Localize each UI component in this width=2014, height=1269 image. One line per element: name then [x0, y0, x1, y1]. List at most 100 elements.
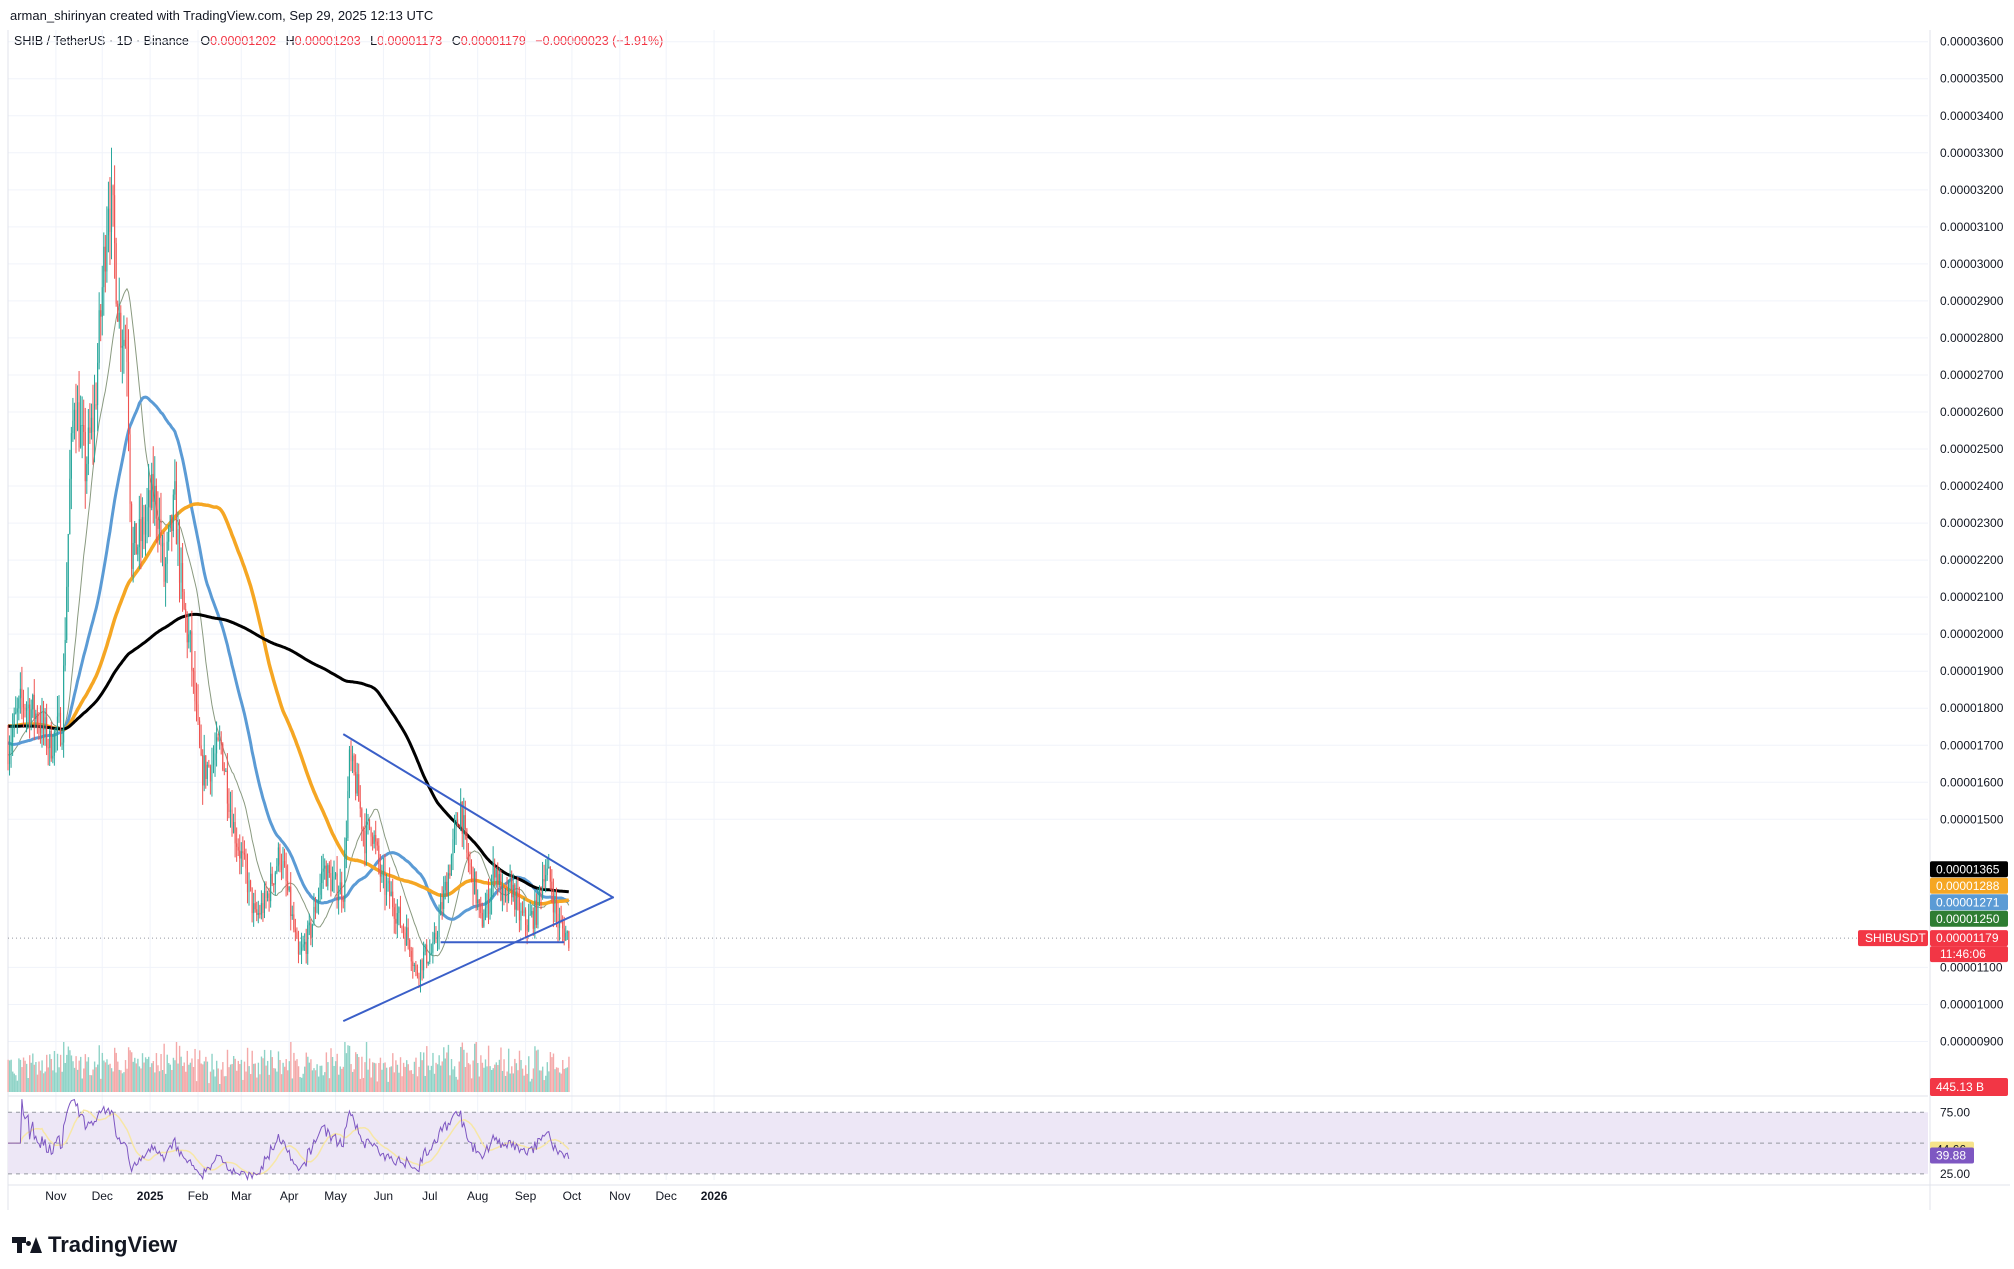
volume-bar	[225, 1076, 227, 1092]
candle-body	[542, 879, 544, 896]
volume-bar	[268, 1074, 270, 1092]
candle-body	[141, 517, 143, 542]
candle-body	[277, 847, 279, 867]
volume-bar	[114, 1047, 116, 1092]
candle-body	[110, 185, 113, 233]
candle-body	[117, 303, 119, 322]
volume-bar	[287, 1070, 289, 1092]
candle-body	[453, 827, 456, 840]
volume-bar	[274, 1068, 277, 1092]
volume-bar	[73, 1067, 76, 1092]
volume-bar	[266, 1060, 269, 1092]
candle-body	[93, 404, 96, 433]
volume-bar	[49, 1054, 51, 1092]
candle-body	[534, 900, 536, 929]
volume-bar	[518, 1050, 521, 1092]
candle-body	[350, 749, 352, 762]
candle-body	[379, 863, 381, 877]
candle-body	[322, 868, 324, 872]
candle-body	[402, 928, 405, 933]
price-tick-label: 0.00003200	[1940, 183, 2004, 197]
volume-bar	[172, 1057, 175, 1092]
volume-bar	[72, 1061, 74, 1092]
volume-bar	[198, 1050, 201, 1092]
volume-bar	[106, 1059, 108, 1092]
volume-bar	[38, 1061, 40, 1092]
price-tag-label: 0.00001179	[1936, 931, 1999, 945]
candle-body	[52, 755, 54, 759]
volume-bar	[63, 1042, 65, 1092]
volume-bar	[378, 1062, 380, 1092]
candle-body	[302, 944, 304, 948]
volume-bar	[35, 1062, 37, 1092]
candle-body	[415, 965, 417, 971]
time-axis[interactable]: Nov Dec 2025 Feb Mar Apr May Jun Jul Aug Sep Oct Nov…	[45, 1189, 728, 1203]
candle-body	[92, 417, 94, 433]
time-tick-label: Sep	[515, 1189, 537, 1203]
volume-bar	[339, 1066, 341, 1092]
low-value: 0.00001173	[377, 34, 443, 48]
candle-body	[131, 503, 133, 569]
volume-bar	[545, 1075, 547, 1092]
rsi-tag	[1930, 1147, 1974, 1164]
ma-50-line	[7, 395, 570, 921]
volume-bar	[294, 1060, 297, 1092]
candle-body	[501, 885, 503, 901]
candle-body	[250, 880, 252, 888]
volume-bar	[506, 1071, 508, 1092]
candle-body	[124, 339, 126, 347]
volume-bar	[144, 1057, 147, 1092]
candle-body	[86, 463, 88, 482]
candle-body	[80, 425, 82, 448]
price-tick-label: 0.00002400	[1940, 479, 2004, 493]
candle-body	[518, 898, 520, 921]
symbol-name[interactable]: SHIB / TetherUS · 1D · Binance	[14, 34, 189, 48]
volume-bar	[220, 1069, 223, 1092]
volume-bar	[336, 1053, 338, 1092]
rsi-panel	[8, 1098, 1928, 1181]
volume-bar	[514, 1058, 516, 1092]
volume-bar	[316, 1064, 318, 1092]
volume-bar	[392, 1053, 394, 1092]
candle-body	[531, 911, 533, 915]
volume-bar	[313, 1068, 315, 1092]
volume-bar	[469, 1064, 471, 1092]
volume-bar	[334, 1061, 337, 1092]
candle-body	[328, 865, 330, 874]
ma-200-line	[7, 612, 569, 894]
candle-body	[174, 481, 176, 495]
volume-bar	[447, 1044, 450, 1092]
candle-body	[114, 195, 116, 244]
candle-body	[304, 941, 306, 945]
time-tick-label: Dec	[655, 1189, 676, 1203]
candle-body	[396, 913, 398, 924]
volume-bar	[372, 1062, 374, 1092]
volume-bar	[118, 1069, 121, 1092]
volume-bar	[256, 1077, 258, 1092]
price-axis[interactable]: 0.00003600 0.00003500 0.00003400 0.00003300…	[1858, 35, 2008, 1181]
candle-body	[138, 519, 140, 548]
volume-bar	[446, 1052, 448, 1092]
volume-bar	[283, 1066, 286, 1092]
time-tick-label: Dec	[92, 1189, 113, 1203]
candle-body	[305, 941, 307, 954]
candle-body	[512, 884, 514, 898]
volume-bar	[209, 1071, 212, 1092]
candle-body	[205, 755, 207, 779]
volume-bar	[7, 1059, 9, 1092]
candle-body	[472, 867, 474, 895]
volume-bar	[333, 1065, 335, 1092]
price-tag	[1930, 861, 2008, 878]
volume-bar	[331, 1056, 334, 1092]
volume-bar	[110, 1068, 113, 1092]
candle-body	[69, 478, 71, 534]
candle-body	[183, 591, 185, 609]
candle-body	[308, 922, 310, 926]
volume-bar	[282, 1062, 284, 1092]
volume-bar	[107, 1064, 110, 1092]
candle-body	[419, 959, 422, 980]
candle-body	[115, 243, 117, 304]
candle-body	[101, 287, 103, 317]
trendlines[interactable]	[8, 733, 1928, 1023]
